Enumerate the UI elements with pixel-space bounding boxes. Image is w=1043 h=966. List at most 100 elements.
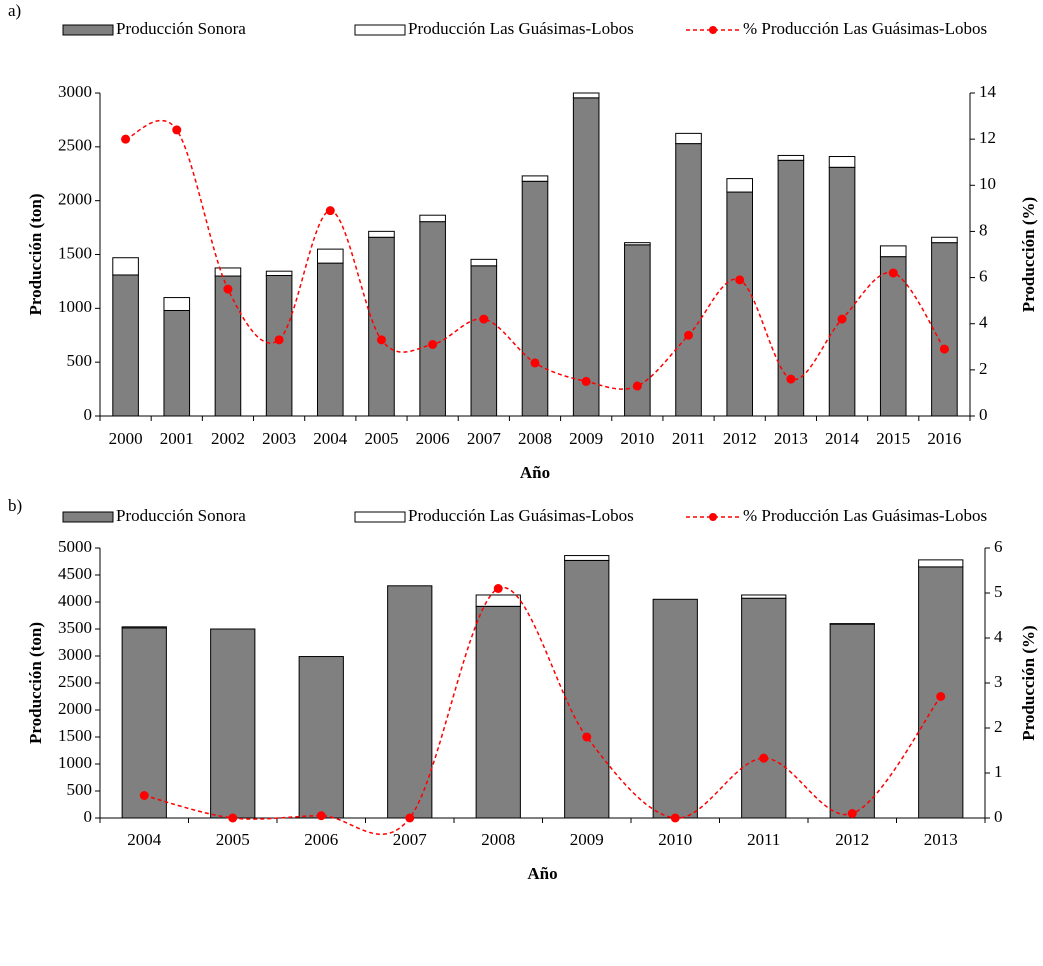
- y-tick-label: 3500: [58, 618, 92, 637]
- legend-label: % Producción Las Guásimas-Lobos: [743, 19, 987, 38]
- y2-tick-label: 2: [994, 717, 1003, 736]
- bar: [726, 178, 753, 193]
- legend-marker: [709, 26, 717, 34]
- bar: [419, 221, 446, 417]
- legend-swatch: [354, 511, 406, 523]
- x-tick-label: 2004: [313, 429, 348, 448]
- line-point: [888, 268, 898, 278]
- y2-tick-label: 3: [994, 672, 1003, 691]
- line-point: [847, 809, 857, 818]
- bar: [741, 597, 787, 819]
- legend-marker: [709, 513, 717, 521]
- line-point: [670, 813, 680, 823]
- y2-tick-label: 2: [979, 359, 988, 378]
- y-tick-label: 2500: [58, 672, 92, 691]
- y-tick-label: 4000: [58, 591, 92, 610]
- x-tick-label: 2013: [774, 429, 808, 448]
- bar: [112, 274, 139, 417]
- bar: [741, 594, 787, 599]
- line-point: [632, 381, 642, 391]
- legend-label: Producción Las Guásimas-Lobos: [408, 506, 634, 525]
- line-point: [493, 584, 503, 593]
- x-tick-label: 2007: [393, 830, 428, 849]
- bar: [726, 191, 753, 417]
- y-tick-label: 1000: [58, 297, 92, 316]
- bar: [475, 594, 521, 607]
- y-tick-label: 500: [67, 780, 93, 799]
- legend-swatch: [62, 24, 114, 36]
- x-tick-label: 2006: [304, 830, 338, 849]
- x-tick-label: 2002: [211, 429, 245, 448]
- y-tick-label: 500: [67, 351, 93, 370]
- line-point: [759, 753, 769, 763]
- y2-tick-label: 12: [979, 128, 996, 147]
- bar: [163, 309, 191, 417]
- y-tick-label: 0: [84, 807, 93, 826]
- bar: [675, 143, 702, 417]
- bar: [470, 265, 498, 417]
- line-point: [405, 813, 415, 823]
- legend-label: Producción Sonora: [116, 19, 246, 38]
- line-point: [786, 374, 796, 384]
- y2-tick-label: 5: [994, 582, 1003, 601]
- line-point: [684, 330, 694, 340]
- bar: [214, 275, 242, 417]
- y-tick-label: 1500: [58, 243, 92, 262]
- bar: [918, 559, 964, 568]
- bar: [470, 258, 498, 267]
- bar: [368, 236, 395, 417]
- x-tick-label: 2000: [109, 429, 143, 448]
- y2-tick-label: 4: [979, 313, 988, 332]
- line-point: [936, 692, 946, 701]
- bar: [931, 242, 958, 417]
- bar: [475, 605, 521, 819]
- bar: [163, 297, 191, 311]
- line-point: [581, 376, 591, 386]
- x-tick-label: 2003: [262, 429, 296, 448]
- bar: [317, 262, 344, 417]
- y2-axis-title: Producción (%): [1019, 197, 1038, 312]
- x-tick-label: 2007: [467, 429, 502, 448]
- bar: [675, 132, 702, 145]
- bar: [210, 628, 256, 819]
- x-tick-label: 2005: [216, 830, 250, 849]
- bar: [368, 230, 395, 238]
- y2-tick-label: 1: [994, 762, 1003, 781]
- line-point: [376, 335, 386, 345]
- x-tick-label: 2011: [747, 830, 780, 849]
- line-series: [144, 586, 942, 835]
- chart-panel: b) Producción Sonora Producción Las Guásim…: [8, 496, 1038, 883]
- y-tick-label: 2000: [58, 699, 92, 718]
- bar: [419, 214, 446, 223]
- line-point: [479, 314, 489, 324]
- x-tick-label: 2009: [569, 429, 603, 448]
- x-tick-label: 2005: [364, 429, 398, 448]
- legend-label: % Producción Las Guásimas-Lobos: [743, 506, 987, 525]
- line-point: [274, 335, 284, 345]
- chart-panel: a) Producción Sonora Producción Las Guásim…: [8, 1, 1038, 482]
- y-tick-label: 0: [84, 405, 93, 424]
- bar: [265, 274, 293, 417]
- y2-tick-label: 8: [979, 220, 988, 239]
- bar: [317, 248, 344, 264]
- bar: [387, 585, 433, 819]
- line-point: [121, 134, 131, 144]
- y-tick-label: 3000: [58, 82, 92, 101]
- line-point: [325, 206, 335, 216]
- x-tick-label: 2004: [127, 830, 162, 849]
- x-tick-label: 2015: [876, 429, 910, 448]
- bar: [572, 92, 600, 99]
- x-tick-label: 2009: [570, 830, 604, 849]
- y-axis-title: Producción (ton): [26, 622, 45, 744]
- bar: [521, 180, 549, 417]
- y-tick-label: 3000: [58, 645, 92, 664]
- x-axis-title: Año: [520, 463, 550, 482]
- x-tick-label: 2006: [416, 429, 450, 448]
- y2-tick-label: 4: [994, 627, 1003, 646]
- bar: [829, 623, 875, 625]
- y-tick-label: 1000: [58, 753, 92, 772]
- bar: [112, 257, 139, 276]
- bar: [521, 175, 549, 182]
- bar: [265, 270, 293, 276]
